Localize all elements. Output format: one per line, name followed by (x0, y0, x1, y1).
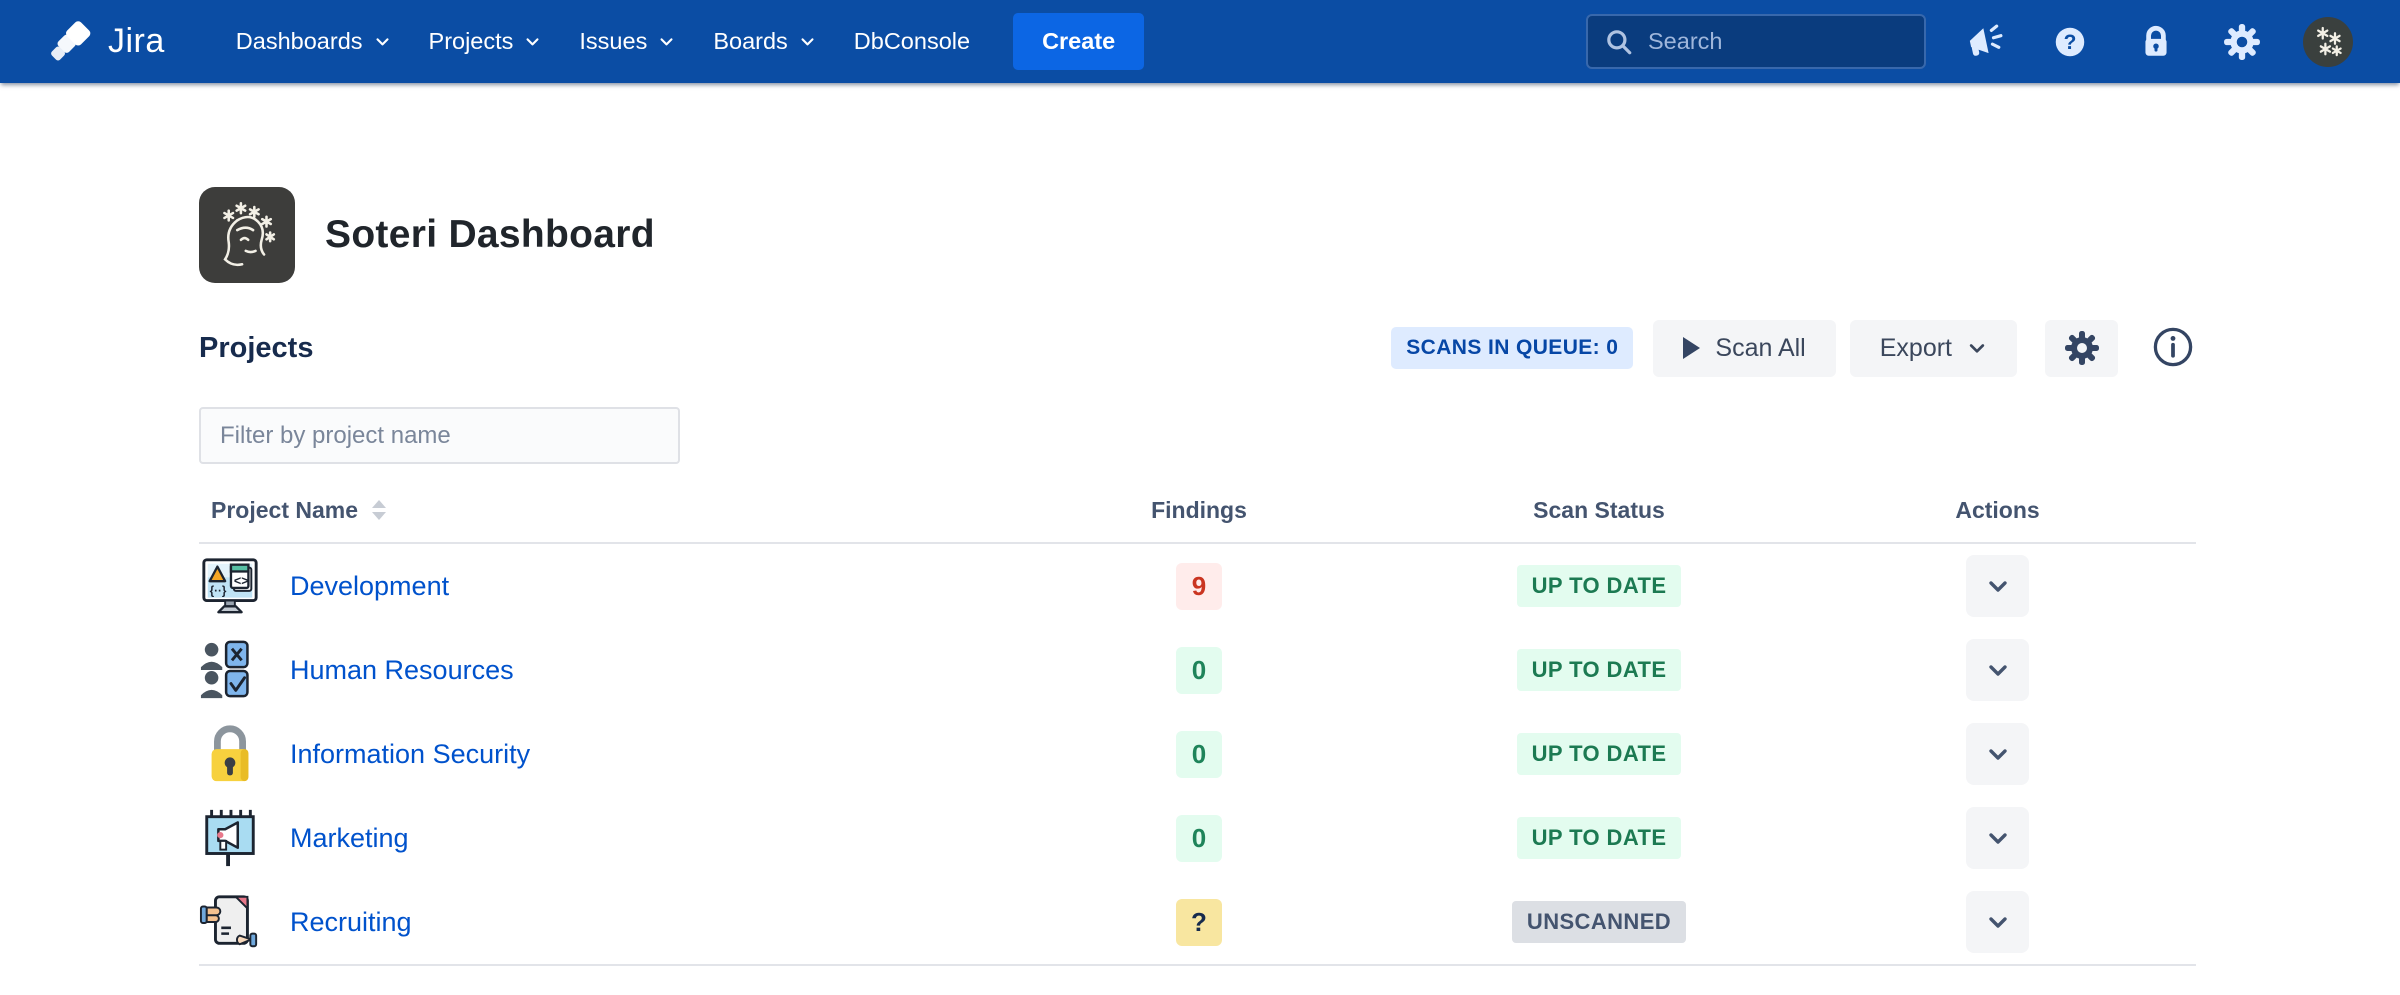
table-row: Recruiting ? UNSCANNED (199, 880, 2196, 964)
table-body: <> {··} Development 9 UP TO DATE (199, 544, 2196, 966)
column-header-actions: Actions (1955, 496, 2040, 523)
project-filter-input[interactable] (199, 407, 680, 464)
help-button[interactable]: ? (2042, 14, 2098, 70)
chevron-down-icon (1969, 344, 1985, 353)
export-button[interactable]: Export (1849, 319, 2017, 377)
profile-button[interactable] (2300, 14, 2356, 70)
table-header-row: Project Name Findings Scan Status Action… (199, 464, 2196, 544)
project-link[interactable]: Human Resources (290, 654, 514, 685)
section-title: Projects (199, 331, 314, 364)
scan-status-badge: UP TO DATE (1516, 649, 1682, 691)
row-actions-button[interactable] (1966, 891, 2029, 953)
nav-item-dashboards[interactable]: Dashboards (217, 0, 410, 83)
scan-status-badge: UNSCANNED (1511, 901, 1687, 943)
brand-name: Jira (108, 22, 165, 60)
nav-item-boards[interactable]: Boards (694, 0, 834, 83)
nav-item-projects[interactable]: Projects (410, 0, 561, 83)
gear-icon (2064, 331, 2099, 365)
chevron-down-icon (1988, 917, 2007, 928)
lock-icon (2145, 25, 2167, 56)
resume-hands-icon (199, 891, 261, 953)
column-header-project-name[interactable]: Project Name (199, 497, 999, 524)
row-actions-button[interactable] (1966, 639, 2029, 701)
development-monitor-icon: <> {··} (199, 555, 261, 617)
chevron-down-icon (1988, 749, 2007, 760)
table-row: <> {··} Development 9 UP TO DATE (199, 544, 2196, 628)
nav-search[interactable] (1586, 14, 1926, 69)
table-row: Marketing 0 UP TO DATE (199, 796, 2196, 880)
scan-all-button[interactable]: Scan All (1653, 319, 1836, 377)
chevron-down-icon (1988, 833, 2007, 844)
jira-mark-icon (51, 20, 91, 60)
project-link[interactable]: Development (290, 570, 450, 601)
svg-text:?: ? (2064, 31, 2077, 54)
chevron-down-icon (526, 38, 539, 46)
project-link[interactable]: Recruiting (290, 906, 412, 937)
soteri-face-icon (223, 202, 276, 267)
sort-icon (372, 500, 387, 520)
info-icon (2153, 327, 2193, 367)
nav-item-issues[interactable]: Issues (560, 0, 694, 83)
scans-in-queue-badge: SCANS IN QUEUE: 0 (1391, 327, 1634, 369)
top-navigation: Jira Dashboards Projects Issues Boards D… (0, 0, 2400, 83)
svg-text:{··}: {··} (210, 585, 227, 598)
row-actions-button[interactable] (1966, 555, 2029, 617)
findings-badge: 9 (1176, 562, 1222, 610)
chevron-down-icon (1988, 665, 2007, 676)
table-row: Human Resources 0 UP TO DATE (199, 628, 2196, 712)
scan-status-badge: UP TO DATE (1516, 817, 1682, 859)
announcements-button[interactable] (1956, 14, 2012, 70)
create-button[interactable]: Create (1013, 13, 1145, 70)
chevron-down-icon (660, 38, 673, 46)
chevron-down-icon (801, 38, 814, 46)
search-input[interactable] (1648, 28, 1908, 55)
page-title: Soteri Dashboard (325, 213, 655, 256)
main-content: Soteri Dashboard Projects SCANS IN QUEUE… (0, 83, 2196, 966)
security-button[interactable] (2128, 14, 2184, 70)
findings-badge: 0 (1176, 730, 1222, 778)
toolbar: SCANS IN QUEUE: 0 Scan All Export (1391, 319, 2196, 377)
page-header: Soteri Dashboard (199, 187, 2196, 283)
jira-logo[interactable]: Jira (50, 19, 165, 65)
project-link[interactable]: Marketing (290, 822, 409, 853)
chevron-down-icon (1988, 581, 2007, 592)
help-icon: ? (2055, 27, 2085, 56)
projects-table: Project Name Findings Scan Status Action… (199, 464, 2196, 966)
snowflake-avatar-icon (2317, 26, 2342, 56)
billboard-megaphone-icon (199, 807, 261, 869)
nav-item-dbconsole[interactable]: DbConsole (853, 28, 971, 54)
nav-menu: Dashboards Projects Issues Boards DbCons… (217, 0, 989, 83)
findings-badge: ? (1176, 898, 1222, 946)
row-actions-button[interactable] (1966, 723, 2029, 785)
scan-status-badge: UP TO DATE (1516, 565, 1682, 607)
chevron-down-icon (375, 38, 389, 46)
soteri-logo (199, 187, 295, 283)
info-button[interactable] (2150, 325, 2196, 371)
table-row: Information Security 0 UP TO DATE (199, 712, 2196, 796)
column-header-scan-status: Scan Status (1533, 496, 1665, 523)
padlock-icon (199, 723, 261, 785)
settings-button[interactable] (2045, 319, 2118, 377)
nav-right-cluster: ? (1586, 14, 2356, 70)
svg-text:<>: <> (234, 574, 249, 588)
project-link[interactable]: Information Security (290, 738, 531, 769)
search-icon (1607, 29, 1632, 54)
announcement-icon (1969, 24, 2003, 56)
findings-badge: 0 (1176, 814, 1222, 862)
row-actions-button[interactable] (1966, 807, 2029, 869)
human-resources-icon (199, 639, 261, 701)
findings-badge: 0 (1176, 646, 1222, 694)
settings-nav-button[interactable] (2214, 14, 2270, 70)
play-icon (1683, 337, 1701, 359)
gear-icon (2224, 23, 2260, 60)
projects-section-header: Projects SCANS IN QUEUE: 0 Scan All Expo… (199, 319, 2196, 377)
user-avatar (2303, 16, 2353, 67)
scan-status-badge: UP TO DATE (1516, 733, 1682, 775)
column-header-findings: Findings (1151, 496, 1247, 523)
